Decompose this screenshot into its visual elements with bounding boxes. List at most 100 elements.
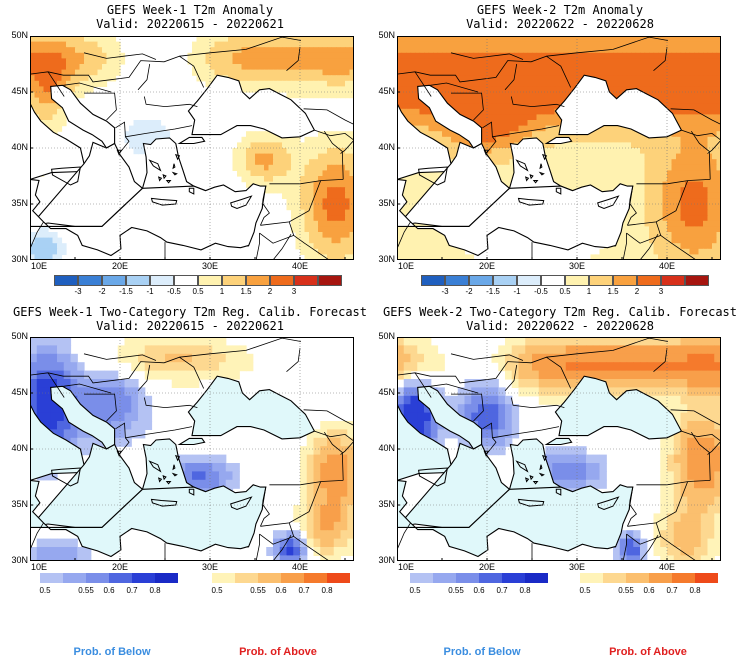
- panel4-below-colorbar-label-3: 0.7: [496, 586, 508, 595]
- panel1-anomaly-colorbar-swatch-4: [150, 275, 174, 286]
- panel3-border-1: [63, 383, 112, 394]
- panel4-border-20: [660, 536, 697, 561]
- panel4-above-colorbar-label-3: 0.7: [666, 586, 678, 595]
- panel4-above-colorbar: 0.5 0.55 0.6 0.7 0.8: [579, 573, 718, 599]
- panel2-island-10: [532, 180, 539, 184]
- panel3-lon-label-10E: 10E: [30, 562, 47, 572]
- panel2-border-1: [430, 82, 479, 93]
- panel1-border-16: [260, 180, 322, 226]
- panel4-prob-above-label: Prob. of Above: [609, 646, 687, 658]
- panel1-lon-label-20E: 20E: [111, 261, 128, 271]
- panel4-title: GEFS Week-2 Two-Category T2m Reg. Calib.…: [375, 305, 740, 333]
- panel3-border-2: [84, 393, 117, 422]
- panel1-title-line2: Valid: 20220615 - 20220621: [96, 17, 284, 31]
- panel2-anomaly-colorbar-label-2: -1.5: [486, 287, 500, 296]
- panel1-border-1: [63, 82, 112, 93]
- panel2-anomaly-colorbar-swatch-3: [493, 275, 517, 286]
- panel1-sea-0: [187, 74, 316, 139]
- panel4-below-colorbar-swatch-4: [502, 573, 525, 583]
- panel3-sea-3: [30, 403, 85, 481]
- panel3-border-14: [261, 487, 267, 510]
- panel4-lon-label-20E: 20E: [478, 562, 495, 572]
- panel1-anomaly-colorbar-swatch-9: [270, 275, 294, 286]
- panel4-below-colorbar: 0.5 0.55 0.6 0.7 0.8: [409, 573, 548, 599]
- panel4-above-colorbar-label-4: 0.8: [689, 586, 701, 595]
- panel3-border-10: [303, 409, 354, 426]
- panel2-anomaly-colorbar-label-3: -1: [513, 287, 521, 296]
- panel3-island-5: [188, 488, 195, 496]
- panel4-border-1: [430, 383, 479, 394]
- panel3-below-colorbar-label-2: 0.6: [103, 586, 115, 595]
- panel2-anomaly-colorbar-label-1: -2: [465, 287, 473, 296]
- panel4-island-8: [541, 454, 548, 462]
- panel3-border-5: [143, 397, 198, 409]
- panel2-anomaly-colorbar-label-4: -0.5: [534, 287, 548, 296]
- panel2-anomaly-colorbar-swatch-6: [565, 275, 589, 286]
- panel3-title-line2: Valid: 20220615 - 20220621: [96, 319, 284, 333]
- panel3-lat-label-30N: 30N: [11, 555, 28, 565]
- panel3-below-colorbar-swatch-5: [155, 573, 178, 583]
- panel1-anomaly-colorbar-label-6: 1: [219, 287, 225, 296]
- panel1-anomaly-colorbar-label-8: 2: [267, 287, 273, 296]
- panel3-above-colorbar-label-1: 0.55: [250, 586, 266, 595]
- panel1-border-24: [47, 71, 65, 97]
- panel4-below-colorbar-label-2: 0.6: [473, 586, 485, 595]
- panel4-below-colorbar-swatch-5: [525, 573, 548, 583]
- panel2-border-17: [626, 221, 662, 244]
- panel4-above-colorbar-label-1: 0.55: [618, 586, 634, 595]
- panel4-lat-label-35N: 35N: [378, 499, 395, 509]
- panel3-above-colorbar-label-4: 0.8: [321, 586, 333, 595]
- panel2-sea-7: [397, 178, 634, 257]
- panel1-border-7: [83, 52, 157, 60]
- panel3-lat-label-40N: 40N: [11, 443, 28, 453]
- panel1-border-20: [293, 235, 330, 260]
- panel1-lat-label-50N: 50N: [11, 30, 28, 40]
- panel1-island-5: [188, 187, 195, 195]
- panel1-border-12: [323, 130, 344, 180]
- panel4-below-colorbar-swatch-2: [456, 573, 479, 583]
- panel4-border-19: [614, 546, 617, 548]
- panel4-below-colorbar-swatch-1: [433, 573, 456, 583]
- panel2-border-14: [628, 186, 634, 209]
- panel4-border-8: [546, 337, 668, 358]
- panel4-border-12: [690, 431, 711, 481]
- panel1-border-18: [255, 233, 260, 260]
- panel1-sea-4: [30, 141, 144, 227]
- panel1-anomaly-colorbar-swatch-5: [174, 275, 198, 286]
- panel4-sea-6: [544, 437, 573, 446]
- panel2-lat-label-30N: 30N: [378, 254, 395, 264]
- panel2-anomaly-colorbar-swatch-10: [661, 275, 685, 286]
- panel4-sea-3: [397, 403, 452, 481]
- panel3-title: GEFS Week-1 Two-Category T2m Reg. Calib.…: [5, 305, 375, 333]
- panel2-border-7: [450, 52, 524, 60]
- panel3-gridlines: [30, 337, 354, 561]
- panel3-island-11: [162, 475, 167, 481]
- panel2-anomaly-colorbar-label-7: 1.5: [607, 287, 619, 296]
- panel2-border-0: [397, 71, 479, 83]
- panel4-border-4: [492, 426, 560, 439]
- panel4-border-21: [639, 534, 659, 561]
- panel2-anomaly-colorbar-swatch-0: [421, 275, 445, 286]
- panel1-anomaly-colorbar-label-2: -1.5: [119, 287, 133, 296]
- panel1-svg: [30, 36, 354, 260]
- panel1-anomaly-colorbar-label-7: 1.5: [240, 287, 252, 296]
- panel1-anomaly-colorbar-label-9: 3: [291, 287, 297, 296]
- panel3-border-16: [260, 481, 322, 527]
- panel3-sea-4: [30, 442, 144, 528]
- panel4-above-colorbar-swatch-4: [672, 573, 695, 583]
- panel2-island-8: [541, 153, 548, 161]
- panel3-below-colorbar-swatch-3: [109, 573, 132, 583]
- panel3-below-colorbar-swatch-4: [132, 573, 155, 583]
- panel2-title: GEFS Week-2 T2m Anomaly Valid: 20220622 …: [375, 3, 740, 31]
- panel2-border-3: [482, 121, 497, 153]
- panel2-island-2: [418, 166, 449, 186]
- panel2-island-11: [529, 174, 534, 180]
- panel2-anomaly-colorbar-label-0: -3: [441, 287, 449, 296]
- panel4-island-7: [515, 460, 529, 473]
- panel3-island-13: [157, 477, 163, 483]
- panel3-lon-label-20E: 20E: [111, 562, 128, 572]
- panel4-lat-label-50N: 50N: [378, 331, 395, 341]
- panel1-anomaly-colorbar-swatch-6: [198, 275, 222, 286]
- panel1-anomaly-colorbar-label-1: -2: [98, 287, 106, 296]
- panel2-border-16: [627, 180, 689, 226]
